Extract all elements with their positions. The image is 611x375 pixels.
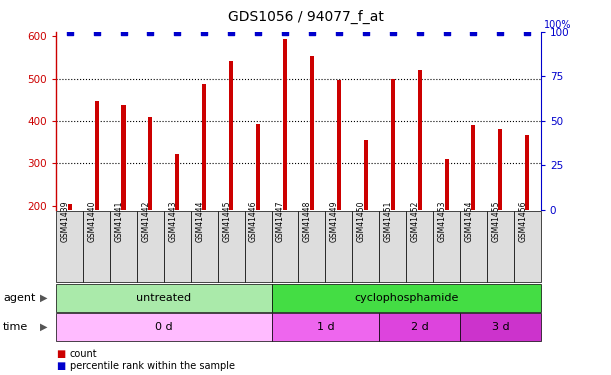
Text: 100%: 100% [544, 20, 571, 30]
Bar [68, 204, 71, 210]
Text: 1 d: 1 d [316, 322, 334, 332]
Text: GSM41455: GSM41455 [491, 201, 500, 242]
Bar [148, 117, 152, 210]
Point [199, 29, 209, 35]
Point [253, 29, 263, 35]
Text: GDS1056 / 94077_f_at: GDS1056 / 94077_f_at [227, 9, 384, 24]
Text: GSM41450: GSM41450 [357, 201, 366, 242]
Bar [310, 56, 314, 210]
Text: ■: ■ [56, 349, 65, 358]
Point [145, 29, 155, 35]
Point [496, 29, 505, 35]
Bar [390, 79, 395, 210]
Text: GSM41440: GSM41440 [87, 201, 97, 242]
Text: 2 d: 2 d [411, 322, 428, 332]
Text: GSM41444: GSM41444 [196, 201, 204, 242]
Text: GSM41456: GSM41456 [518, 201, 527, 242]
Text: cyclophosphamide: cyclophosphamide [354, 293, 458, 303]
Point [307, 29, 317, 35]
Text: 0 d: 0 d [155, 322, 173, 332]
Bar [499, 129, 502, 210]
Point [522, 29, 532, 35]
Text: agent: agent [3, 293, 35, 303]
Text: GSM41451: GSM41451 [384, 201, 393, 242]
Point [65, 29, 75, 35]
Text: GSM41441: GSM41441 [114, 201, 123, 242]
Text: GSM41447: GSM41447 [276, 201, 285, 242]
Bar [364, 140, 368, 210]
Point [361, 29, 371, 35]
Text: percentile rank within the sample: percentile rank within the sample [70, 361, 235, 370]
Text: GSM41449: GSM41449 [330, 201, 339, 242]
Point [226, 29, 236, 35]
Bar [229, 61, 233, 210]
Bar [202, 84, 207, 210]
Bar [256, 124, 260, 210]
Bar [95, 101, 98, 210]
Text: GSM41439: GSM41439 [60, 201, 70, 242]
Bar [472, 125, 475, 210]
Text: ■: ■ [56, 361, 65, 370]
Text: GSM41452: GSM41452 [411, 201, 420, 242]
Text: GSM41446: GSM41446 [249, 201, 258, 242]
Point [442, 29, 452, 35]
Text: time: time [3, 322, 28, 332]
Text: GSM41453: GSM41453 [437, 201, 447, 242]
Point [92, 29, 101, 35]
Text: GSM41454: GSM41454 [464, 201, 474, 242]
Bar [337, 80, 341, 210]
Point [469, 29, 478, 35]
Text: GSM41442: GSM41442 [141, 201, 150, 242]
Text: GSM41445: GSM41445 [222, 201, 231, 242]
Bar [175, 154, 180, 210]
Text: count: count [70, 349, 97, 358]
Text: ▶: ▶ [40, 322, 48, 332]
Point [334, 29, 344, 35]
Point [415, 29, 425, 35]
Point [119, 29, 128, 35]
Text: untreated: untreated [136, 293, 191, 303]
Bar [283, 39, 287, 210]
Text: ▶: ▶ [40, 293, 48, 303]
Text: GSM41448: GSM41448 [303, 201, 312, 242]
Point [388, 29, 398, 35]
Point [280, 29, 290, 35]
Point [172, 29, 182, 35]
Text: 3 d: 3 d [491, 322, 509, 332]
Bar [445, 159, 448, 210]
Text: GSM41443: GSM41443 [169, 201, 177, 242]
Bar [122, 105, 125, 210]
Bar [525, 135, 529, 210]
Bar [417, 70, 422, 210]
